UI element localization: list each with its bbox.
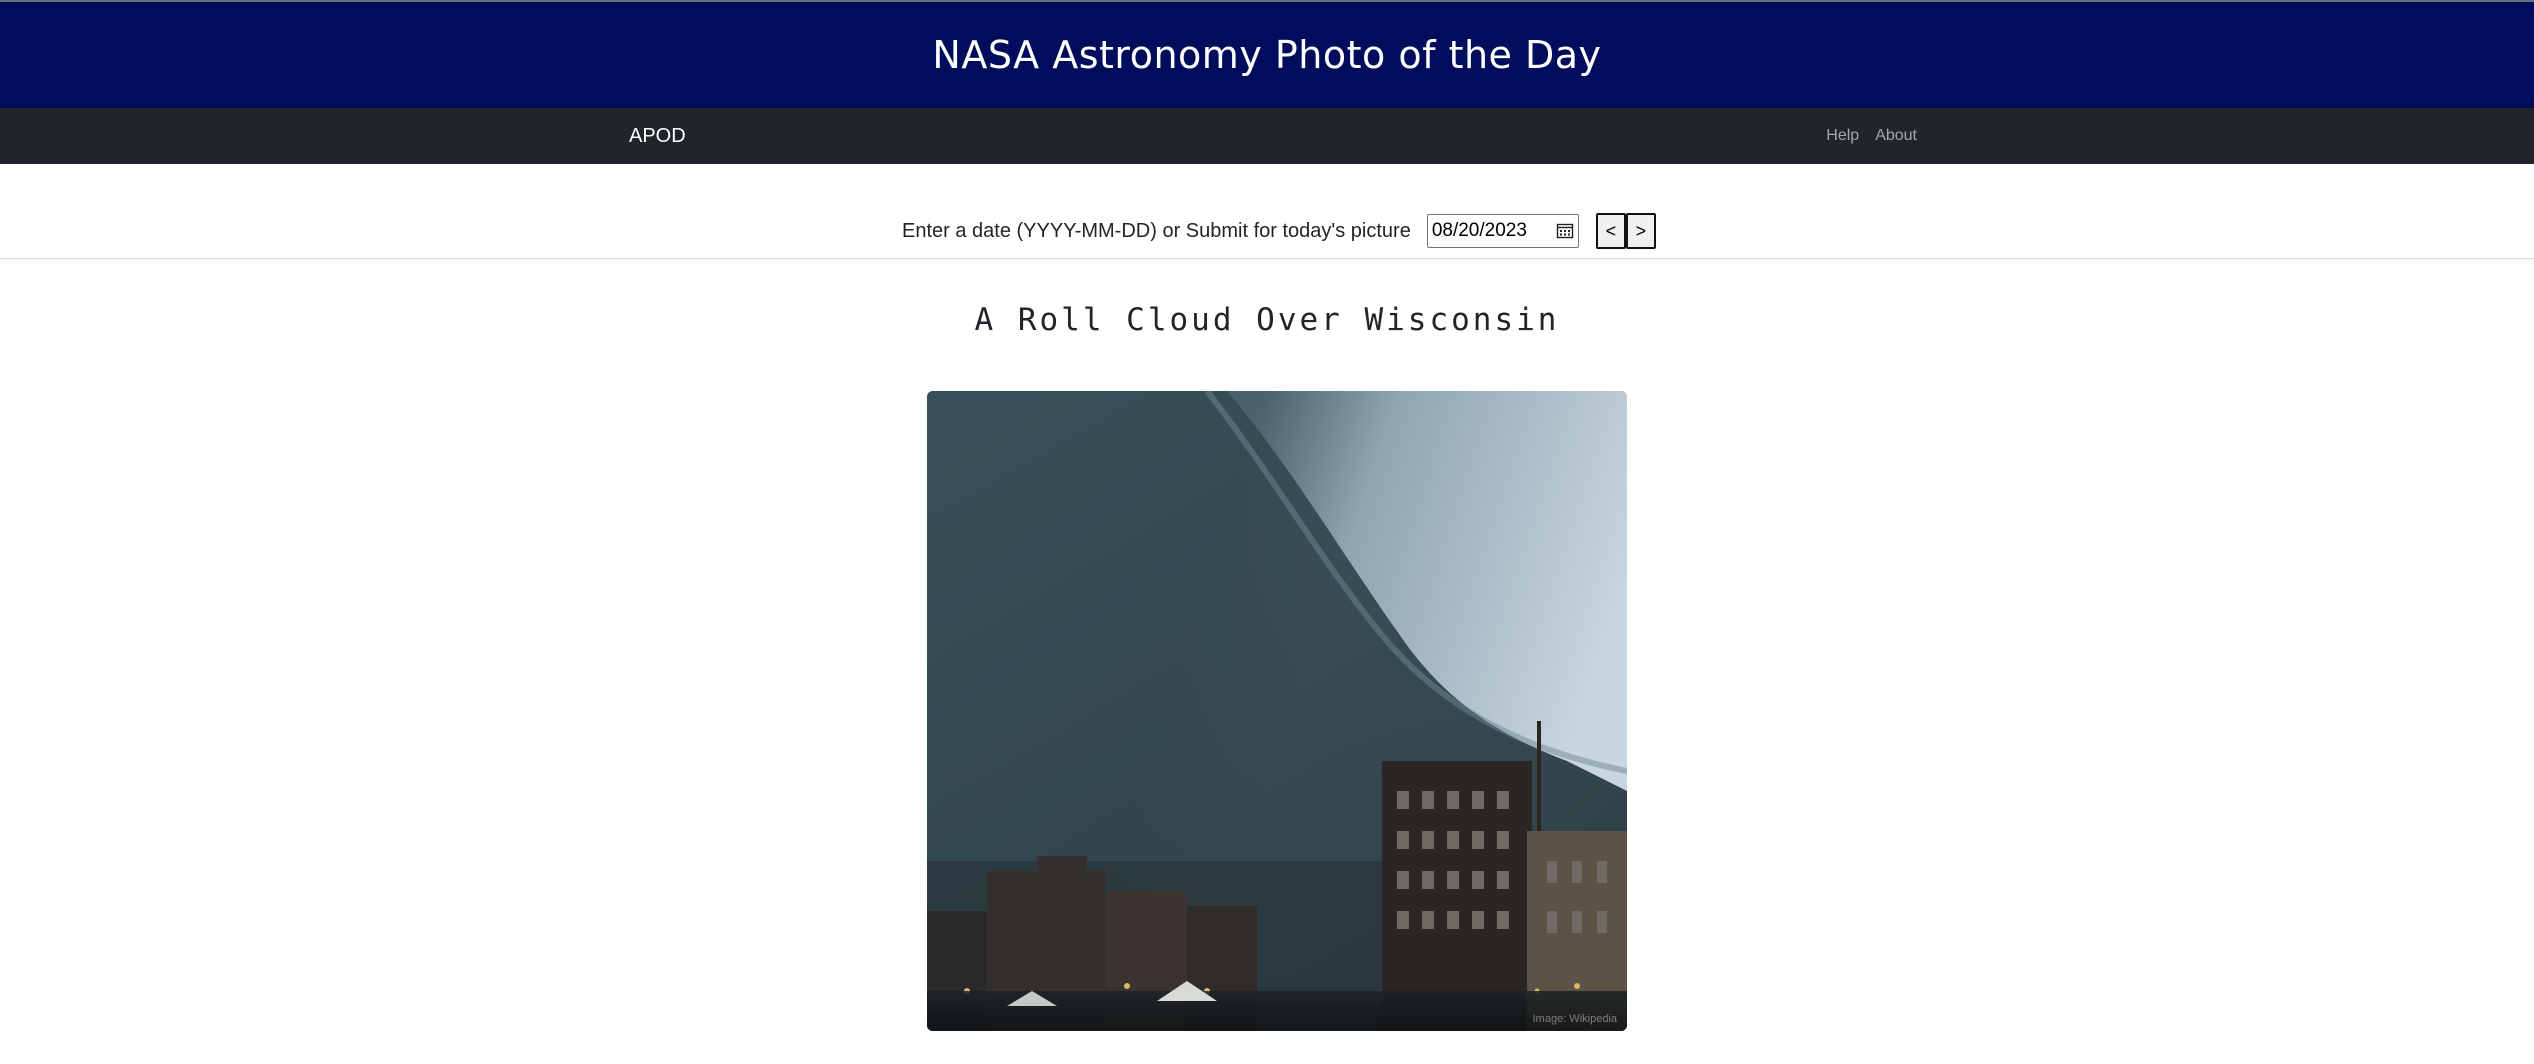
date-input[interactable]: 08/20/2023 — [1426, 214, 1579, 248]
top-border — [0, 0, 2534, 2]
previous-day-button[interactable]: < — [1595, 213, 1626, 249]
date-picker-row: Enter a date (YYYY-MM-DD) or Submit for … — [902, 213, 1656, 249]
next-day-button[interactable]: > — [1625, 213, 1656, 249]
navbar: APOD Help About — [0, 108, 2534, 164]
apod-image[interactable]: Image: Wikipedia — [927, 391, 1627, 1031]
apod-title: A Roll Cloud Over Wisconsin — [974, 302, 1560, 338]
date-label: Enter a date (YYYY-MM-DD) or Submit for … — [902, 219, 1411, 242]
site-title: NASA Astronomy Photo of the Day — [932, 33, 1602, 77]
navbar-brand-link[interactable]: APOD — [629, 125, 686, 147]
date-picker-bar: Enter a date (YYYY-MM-DD) or Submit for … — [0, 164, 2534, 259]
nav-link-about[interactable]: About — [1875, 127, 1917, 144]
nav-links: Help About — [1826, 108, 1917, 164]
site-header: NASA Astronomy Photo of the Day — [0, 2, 2534, 108]
calendar-icon[interactable] — [1556, 222, 1574, 240]
date-nav-buttons: < > — [1595, 213, 1656, 249]
image-credit: Image: Wikipedia — [1532, 1013, 1617, 1025]
date-value[interactable]: 08/20/2023 — [1431, 220, 1527, 241]
nav-link-help[interactable]: Help — [1826, 127, 1860, 144]
